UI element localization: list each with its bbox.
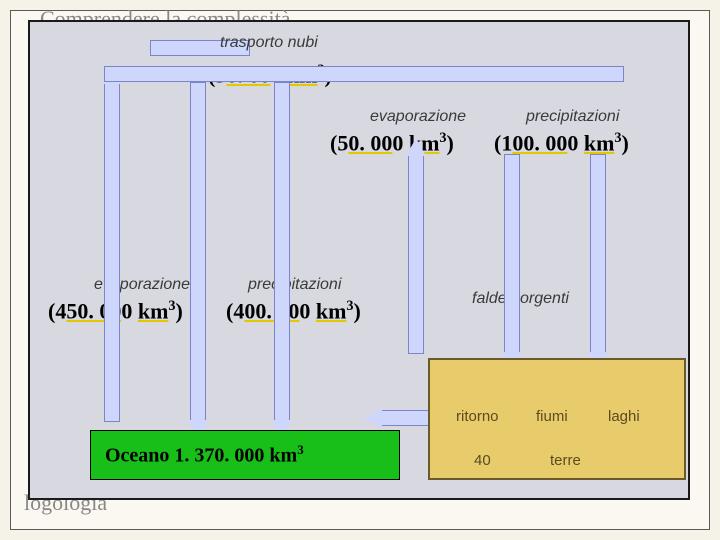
ocean-label: Oceano 1. 370. 000 km3 (105, 442, 304, 468)
label-trasporto-nubi: trasporto nubi (220, 34, 318, 52)
arrow-ocean-precip2-down (274, 82, 290, 422)
label-falde-sorgenti: falde-sorgenti (472, 290, 569, 308)
arrow-head-up (406, 138, 426, 156)
label-laghi: laghi (608, 408, 640, 425)
label-evaporazione-top: evaporazione (370, 108, 466, 126)
value-top-evap: (50. 000 km3) (330, 130, 454, 156)
arrow-land-precip1 (504, 154, 520, 354)
ocean-box: Oceano 1. 370. 000 km3 (90, 430, 400, 480)
value-top-precip: (100. 000 km3) (494, 130, 629, 156)
value-mid-precip: (400. 000 km3) (226, 298, 361, 324)
label-precipitazioni-top: precipitazioni (526, 108, 619, 126)
label-ritorno: ritorno (456, 408, 499, 425)
diagram-area: trasporto nubi evaporazione precipitazio… (28, 20, 690, 500)
arrow-land-evap-up (408, 154, 424, 354)
page-root: Comprendere la complessità Conoscere il … (0, 0, 720, 540)
arrow-land-precip2 (590, 154, 606, 354)
arrow-ocean-precip-down (190, 82, 206, 422)
land-box: ritorno fiumi laghi 40 terre (428, 358, 686, 480)
label-fiumi: fiumi (536, 408, 568, 425)
arrow-top-connect (104, 66, 624, 82)
label-num40: 40 (474, 452, 491, 469)
arrow-head-left (364, 408, 382, 428)
arrow-ocean-evap-up (104, 82, 120, 422)
label-terre: terre (550, 452, 581, 469)
label-precipitazioni-mid: precipitazioni (248, 276, 341, 294)
